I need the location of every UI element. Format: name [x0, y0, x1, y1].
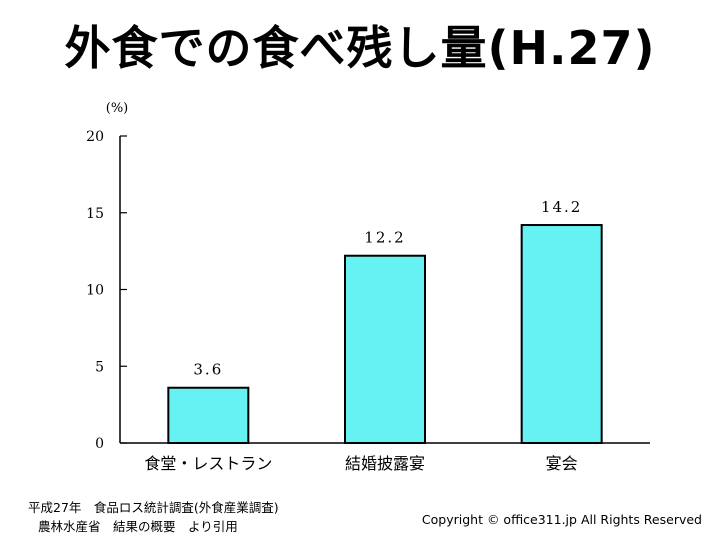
- x-category-label: 食堂・レストラン: [144, 454, 272, 473]
- source-line-1: 平成27年 食品ロス統計調査(外食産業調査): [28, 500, 279, 515]
- bar: [344, 254, 426, 444]
- source-line-2: 農林水産省 結果の概要 より引用: [38, 519, 238, 534]
- chart-title: 外食での食べ残し量(H.27): [64, 21, 656, 75]
- y-tick-label: 0: [95, 436, 104, 452]
- y-tick-label: 20: [86, 129, 104, 145]
- y-axis-unit-label: (%): [106, 101, 129, 116]
- bar: [520, 224, 603, 444]
- y-tick-label: 10: [86, 283, 104, 299]
- x-category-label: 結婚披露宴: [345, 454, 425, 473]
- copyright-text: Copyright © office311.jp All Rights Rese…: [421, 512, 702, 527]
- source-note: 平成27年 食品ロス統計調査(外食産業調査) 農林水産省 結果の概要 より引用: [28, 498, 279, 536]
- data-label: 14.2: [541, 198, 582, 216]
- x-category-label: 宴会: [546, 454, 578, 473]
- bar: [167, 386, 250, 444]
- y-tick-label: 5: [95, 359, 104, 375]
- data-label: 3.6: [193, 361, 223, 379]
- data-label: 12.2: [364, 229, 405, 247]
- y-tick-label: 15: [86, 206, 104, 222]
